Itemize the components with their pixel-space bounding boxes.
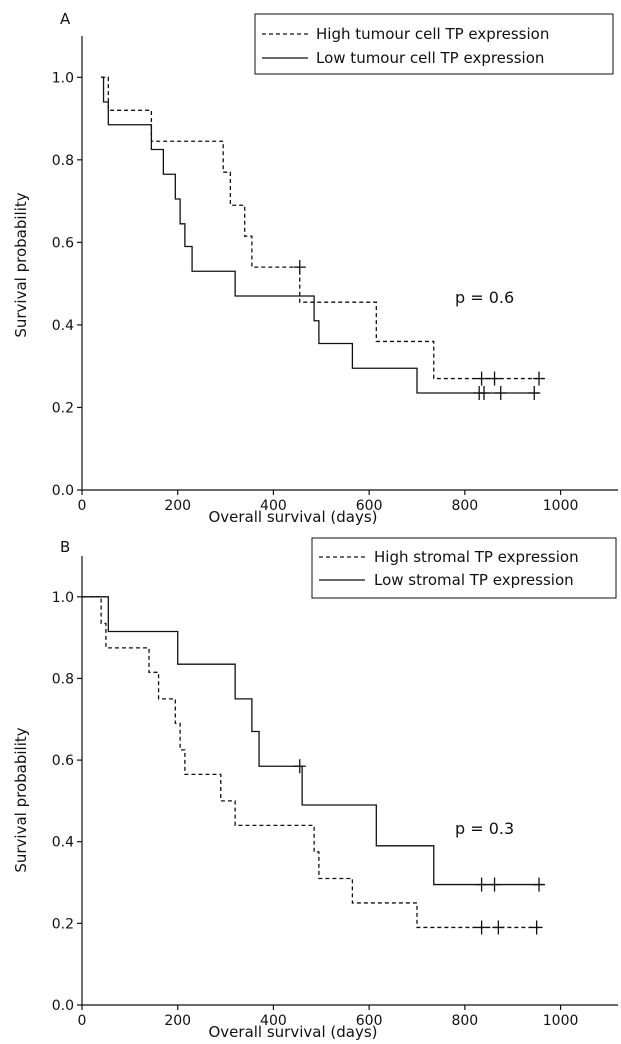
x-tick-label: 200 bbox=[164, 1013, 191, 1029]
y-tick-label: 0.4 bbox=[52, 835, 74, 851]
y-tick-label: 0.2 bbox=[52, 400, 74, 416]
x-tick-label: 1000 bbox=[543, 1013, 579, 1029]
y-tick-label: 0.8 bbox=[52, 153, 74, 169]
legend-label-low: Low stromal TP expression bbox=[374, 571, 574, 589]
survival-curve-high bbox=[82, 596, 542, 929]
panel-a: A Survival probability Overall survival … bbox=[12, 10, 618, 526]
x-tick-label: 800 bbox=[451, 498, 478, 514]
legend-box bbox=[254, 13, 614, 75]
y-tick-label: 0.4 bbox=[52, 318, 74, 334]
panel-label: B bbox=[60, 538, 70, 556]
y-tick-label: 1.0 bbox=[52, 70, 74, 86]
x-tick-label: 800 bbox=[451, 1013, 478, 1029]
survival-curve-high bbox=[101, 76, 544, 380]
x-axis-title: Overall survival (days) bbox=[208, 508, 377, 526]
x-tick-label: 400 bbox=[260, 1013, 287, 1029]
legend: High tumour cell TP expression Low tumou… bbox=[254, 13, 614, 75]
legend-label-high: High stromal TP expression bbox=[374, 548, 579, 566]
p-value-annotation: p = 0.3 bbox=[455, 819, 514, 838]
y-tick-label: 0.6 bbox=[52, 753, 74, 769]
x-tick-label: 600 bbox=[356, 1013, 383, 1029]
panel-label: A bbox=[60, 10, 71, 28]
x-tick-label: 0 bbox=[78, 1013, 87, 1029]
x-tick-label: 0 bbox=[78, 498, 87, 514]
x-tick-label: 200 bbox=[164, 498, 191, 514]
survival-curve-low bbox=[101, 76, 540, 394]
panel-b: B Survival probability Overall survival … bbox=[12, 537, 618, 1041]
x-tick-label: 1000 bbox=[543, 498, 579, 514]
y-tick-label: 0.2 bbox=[52, 916, 74, 932]
x-tick-label: 600 bbox=[356, 498, 383, 514]
y-axis-title: Survival probability bbox=[12, 192, 30, 337]
x-axis-title: Overall survival (days) bbox=[208, 1023, 377, 1041]
y-tick-label: 0.0 bbox=[52, 483, 74, 499]
legend-label-low: Low tumour cell TP expression bbox=[316, 49, 544, 67]
p-value-annotation: p = 0.6 bbox=[455, 288, 514, 307]
legend-label-high: High tumour cell TP expression bbox=[316, 25, 549, 43]
y-tick-label: 0.6 bbox=[52, 235, 74, 251]
y-axis-title: Survival probability bbox=[12, 727, 30, 872]
legend-box bbox=[311, 537, 617, 599]
y-tick-label: 1.0 bbox=[52, 590, 74, 606]
y-tick-label: 0.8 bbox=[52, 671, 74, 687]
y-tick-label: 0.0 bbox=[52, 998, 74, 1014]
survival-curve-low bbox=[82, 596, 544, 886]
x-tick-label: 400 bbox=[260, 498, 287, 514]
legend: High stromal TP expression Low stromal T… bbox=[311, 537, 617, 599]
